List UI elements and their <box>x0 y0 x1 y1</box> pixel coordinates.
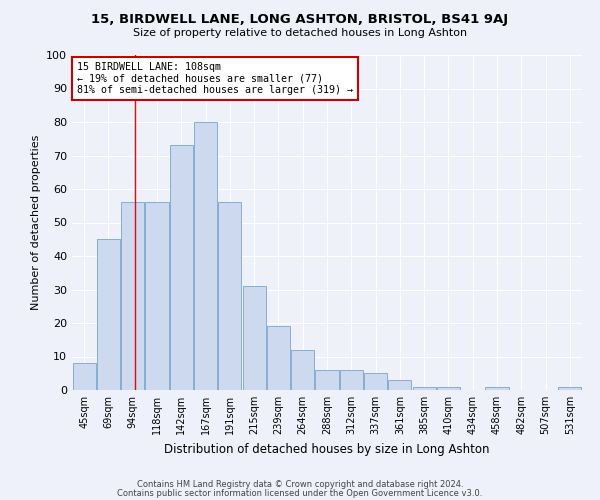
Bar <box>97 240 120 390</box>
Bar <box>218 202 241 390</box>
Text: 15 BIRDWELL LANE: 108sqm
← 19% of detached houses are smaller (77)
81% of semi-d: 15 BIRDWELL LANE: 108sqm ← 19% of detach… <box>77 62 353 95</box>
Text: Size of property relative to detached houses in Long Ashton: Size of property relative to detached ho… <box>133 28 467 38</box>
Bar <box>485 386 509 390</box>
Bar <box>121 202 144 390</box>
X-axis label: Distribution of detached houses by size in Long Ashton: Distribution of detached houses by size … <box>164 442 490 456</box>
Bar <box>413 386 436 390</box>
Bar <box>170 146 193 390</box>
Text: Contains HM Land Registry data © Crown copyright and database right 2024.: Contains HM Land Registry data © Crown c… <box>137 480 463 489</box>
Bar <box>364 373 387 390</box>
Y-axis label: Number of detached properties: Number of detached properties <box>31 135 41 310</box>
Text: 15, BIRDWELL LANE, LONG ASHTON, BRISTOL, BS41 9AJ: 15, BIRDWELL LANE, LONG ASHTON, BRISTOL,… <box>91 12 509 26</box>
Bar <box>267 326 290 390</box>
Bar <box>340 370 363 390</box>
Bar <box>242 286 266 390</box>
Bar <box>73 363 95 390</box>
Bar <box>316 370 338 390</box>
Bar <box>559 386 581 390</box>
Bar <box>145 202 169 390</box>
Bar <box>194 122 217 390</box>
Text: Contains public sector information licensed under the Open Government Licence v3: Contains public sector information licen… <box>118 488 482 498</box>
Bar <box>437 386 460 390</box>
Bar <box>291 350 314 390</box>
Bar <box>388 380 412 390</box>
